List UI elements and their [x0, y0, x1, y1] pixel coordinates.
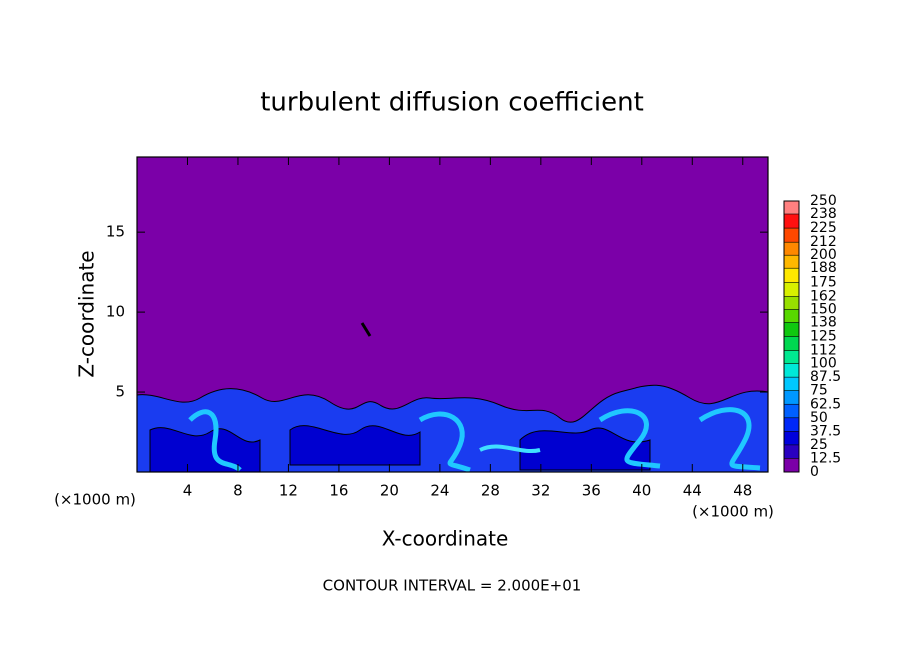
colorbar-band — [784, 363, 799, 378]
x-tick-label: 36 — [582, 482, 601, 500]
y-tick-label: 5 — [115, 383, 125, 401]
colorbar-label: 112 — [810, 343, 837, 359]
colorbar-band — [784, 390, 799, 405]
x-tick-label: 48 — [733, 482, 752, 500]
colorbar-label: 50 — [810, 410, 828, 426]
x-tick-label: 44 — [683, 482, 702, 500]
plot-frame — [136, 156, 769, 473]
field-blob — [519, 427, 651, 471]
x-tick-label: 20 — [380, 482, 399, 500]
x-tick-label: 40 — [632, 482, 651, 500]
colorbar-band — [784, 214, 799, 229]
x-axis-unit: (×1000 m) — [692, 503, 774, 521]
colorbar-band — [784, 201, 799, 215]
colorbar-label: 75 — [810, 383, 828, 399]
colorbar-band — [784, 282, 799, 297]
colorbar-band — [784, 350, 799, 364]
colorbar-label: 87.5 — [810, 369, 841, 385]
colorbar-band — [784, 268, 799, 283]
footnote: CONTOUR INTERVAL = 2.000E+01 — [323, 577, 582, 595]
colorbar-label: 62.5 — [810, 396, 841, 412]
x-tick-label: 24 — [430, 482, 449, 500]
colorbar-band — [784, 322, 799, 337]
colorbar-label: 225 — [810, 220, 837, 236]
field-blob — [289, 425, 421, 466]
colorbar-label: 250 — [810, 193, 837, 209]
colorbar-label: 12.5 — [810, 450, 841, 466]
colorbar-band — [784, 296, 799, 310]
y-tick-label: 15 — [106, 223, 125, 241]
field-spot — [360, 322, 372, 337]
colorbar-band — [784, 228, 799, 243]
x-tick-label: 12 — [279, 482, 298, 500]
field-curl — [698, 407, 761, 471]
field — [136, 157, 769, 473]
field-curl — [479, 444, 541, 453]
colorbar-band — [784, 377, 799, 391]
y-axis-label: Z-coordinate — [75, 250, 99, 377]
colorbar-label: 188 — [810, 260, 837, 276]
colorbar-label: 25 — [810, 437, 828, 453]
colorbar-band — [784, 444, 799, 459]
colorbar-label: 125 — [810, 329, 837, 345]
chart-title: turbulent diffusion coefficient — [260, 88, 644, 118]
colorbar-label: 200 — [810, 247, 837, 263]
x-tick-label: 16 — [329, 482, 348, 500]
field-blob — [149, 427, 261, 473]
field-curl — [188, 409, 242, 472]
colorbar-band — [784, 336, 799, 351]
colorbar-band — [784, 458, 799, 472]
colorbar-band — [784, 242, 799, 256]
colorbar-label: 0 — [810, 464, 819, 480]
colorbar-band — [784, 404, 799, 418]
x-tick-label: 8 — [233, 482, 243, 500]
colorbar-label: 138 — [810, 314, 837, 330]
colorbar-label: 162 — [810, 288, 837, 304]
colorbar-band — [784, 417, 799, 432]
colorbar-band — [784, 309, 799, 323]
colorbar-band — [784, 431, 799, 445]
colorbar-band — [784, 255, 799, 269]
colorbar-label: 238 — [810, 206, 837, 222]
x-tick-label: 32 — [531, 482, 550, 500]
field-curl — [598, 408, 661, 469]
x-axis-label: X-coordinate — [382, 527, 509, 551]
y-tick-label: 10 — [106, 303, 125, 321]
field-curl — [418, 411, 471, 473]
x-tick-label: 28 — [481, 482, 500, 500]
colorbar-label: 212 — [810, 234, 837, 250]
y-axis-unit: (×1000 m) — [54, 491, 136, 509]
colorbar-label: 37.5 — [810, 423, 841, 439]
colorbar-label: 100 — [810, 356, 837, 372]
x-tick-label: 4 — [183, 482, 193, 500]
colorbar-label: 175 — [810, 274, 837, 290]
colorbar-label: 150 — [810, 301, 837, 317]
